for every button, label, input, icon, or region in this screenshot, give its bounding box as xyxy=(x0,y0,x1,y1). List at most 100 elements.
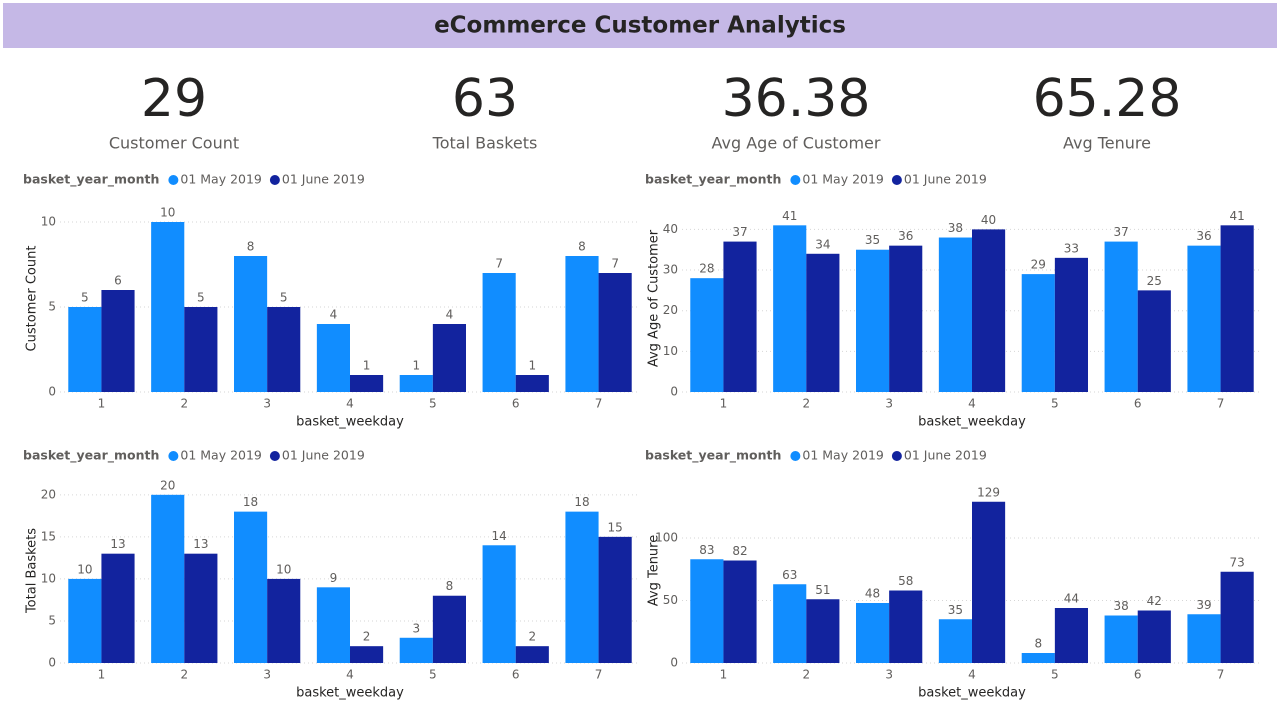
bar xyxy=(184,307,218,392)
y-tick-label: 10 xyxy=(41,571,56,585)
data-label: 36 xyxy=(898,229,913,243)
data-label: 37 xyxy=(1114,225,1129,239)
data-label: 3 xyxy=(412,621,420,635)
legend-marker xyxy=(269,451,280,461)
bar xyxy=(856,249,890,392)
bar xyxy=(1054,257,1088,392)
bar xyxy=(1104,241,1138,392)
y-tick-label: 10 xyxy=(663,344,678,358)
legend-title: basket_year_month xyxy=(645,172,781,188)
kpi-label: Total Baskets xyxy=(432,134,538,153)
x-tick-label: 5 xyxy=(429,397,437,411)
y-axis-label: Customer Count xyxy=(25,246,40,352)
data-label: 8 xyxy=(247,240,255,254)
x-tick-label: 7 xyxy=(595,397,603,411)
data-label: 35 xyxy=(948,603,963,617)
x-axis-label: basket_weekday xyxy=(296,415,404,430)
x-tick-label: 6 xyxy=(512,668,520,682)
x-tick-label: 4 xyxy=(968,397,976,411)
legend-marker xyxy=(891,175,902,185)
x-tick-label: 3 xyxy=(885,668,893,682)
bar xyxy=(399,375,433,392)
bar xyxy=(68,578,102,663)
bar xyxy=(350,646,384,663)
bar xyxy=(432,324,466,392)
bar xyxy=(68,307,102,392)
y-tick-label: 0 xyxy=(670,656,678,670)
data-label: 9 xyxy=(330,571,338,585)
bar xyxy=(1187,614,1221,663)
x-tick-label: 6 xyxy=(1134,397,1142,411)
x-tick-label: 2 xyxy=(180,668,188,682)
bar xyxy=(565,256,599,392)
legend-label: 01 June 2019 xyxy=(282,172,365,187)
x-tick-label: 2 xyxy=(802,397,810,411)
data-label: 28 xyxy=(699,262,714,276)
x-tick-label: 7 xyxy=(1217,668,1225,682)
data-label: 13 xyxy=(110,537,125,551)
x-tick-label: 1 xyxy=(98,397,106,411)
y-axis-label: Avg Age of Customer xyxy=(647,229,662,367)
data-label: 18 xyxy=(574,495,589,509)
data-label: 1 xyxy=(412,359,420,373)
data-label: 14 xyxy=(492,529,507,543)
data-label: 15 xyxy=(608,520,623,534)
bar xyxy=(350,375,384,392)
data-label: 129 xyxy=(977,485,1000,499)
y-tick-label: 10 xyxy=(41,215,56,229)
bar xyxy=(1054,608,1088,663)
x-tick-label: 6 xyxy=(1134,668,1142,682)
kpi-label: Avg Age of Customer xyxy=(712,134,881,153)
bar xyxy=(565,511,599,663)
bar xyxy=(1021,653,1055,663)
legend-marker xyxy=(168,451,179,461)
data-label: 34 xyxy=(815,237,830,251)
x-tick-label: 4 xyxy=(346,668,354,682)
bar xyxy=(234,256,268,392)
data-label: 2 xyxy=(528,630,536,644)
bar xyxy=(432,595,466,663)
data-label: 18 xyxy=(243,495,258,509)
data-label: 38 xyxy=(948,221,963,235)
y-tick-label: 0 xyxy=(48,656,56,670)
bar xyxy=(723,241,757,392)
bar xyxy=(151,494,185,663)
legend-label: 01 May 2019 xyxy=(802,172,884,187)
data-label: 7 xyxy=(611,257,619,271)
legend-title: basket_year_month xyxy=(23,172,159,188)
kpi-label: Customer Count xyxy=(109,134,239,153)
data-label: 10 xyxy=(276,562,291,576)
y-tick-label: 0 xyxy=(670,385,678,399)
legend-label: 01 May 2019 xyxy=(180,448,262,463)
data-label: 25 xyxy=(1147,274,1162,288)
bar xyxy=(101,553,135,663)
data-label: 1 xyxy=(363,359,371,373)
bar xyxy=(972,501,1006,663)
data-label: 5 xyxy=(280,291,288,305)
bar xyxy=(856,603,890,663)
bar xyxy=(515,375,549,392)
x-tick-label: 3 xyxy=(263,397,271,411)
data-label: 1 xyxy=(528,359,536,373)
x-tick-label: 7 xyxy=(595,668,603,682)
y-tick-label: 20 xyxy=(41,487,56,501)
data-label: 7 xyxy=(495,257,503,271)
x-tick-label: 6 xyxy=(512,397,520,411)
bar xyxy=(316,324,350,392)
bar xyxy=(938,619,972,663)
bar xyxy=(598,536,632,663)
x-tick-label: 5 xyxy=(1051,397,1059,411)
x-tick-label: 5 xyxy=(429,668,437,682)
x-tick-label: 2 xyxy=(802,668,810,682)
bar xyxy=(1137,290,1171,392)
data-label: 20 xyxy=(160,478,175,492)
bar xyxy=(1220,571,1254,663)
bar xyxy=(773,584,807,663)
data-label: 10 xyxy=(160,206,175,220)
data-label: 8 xyxy=(446,579,454,593)
y-tick-label: 5 xyxy=(48,613,56,627)
bar xyxy=(267,307,301,392)
title-bar xyxy=(3,3,1277,48)
